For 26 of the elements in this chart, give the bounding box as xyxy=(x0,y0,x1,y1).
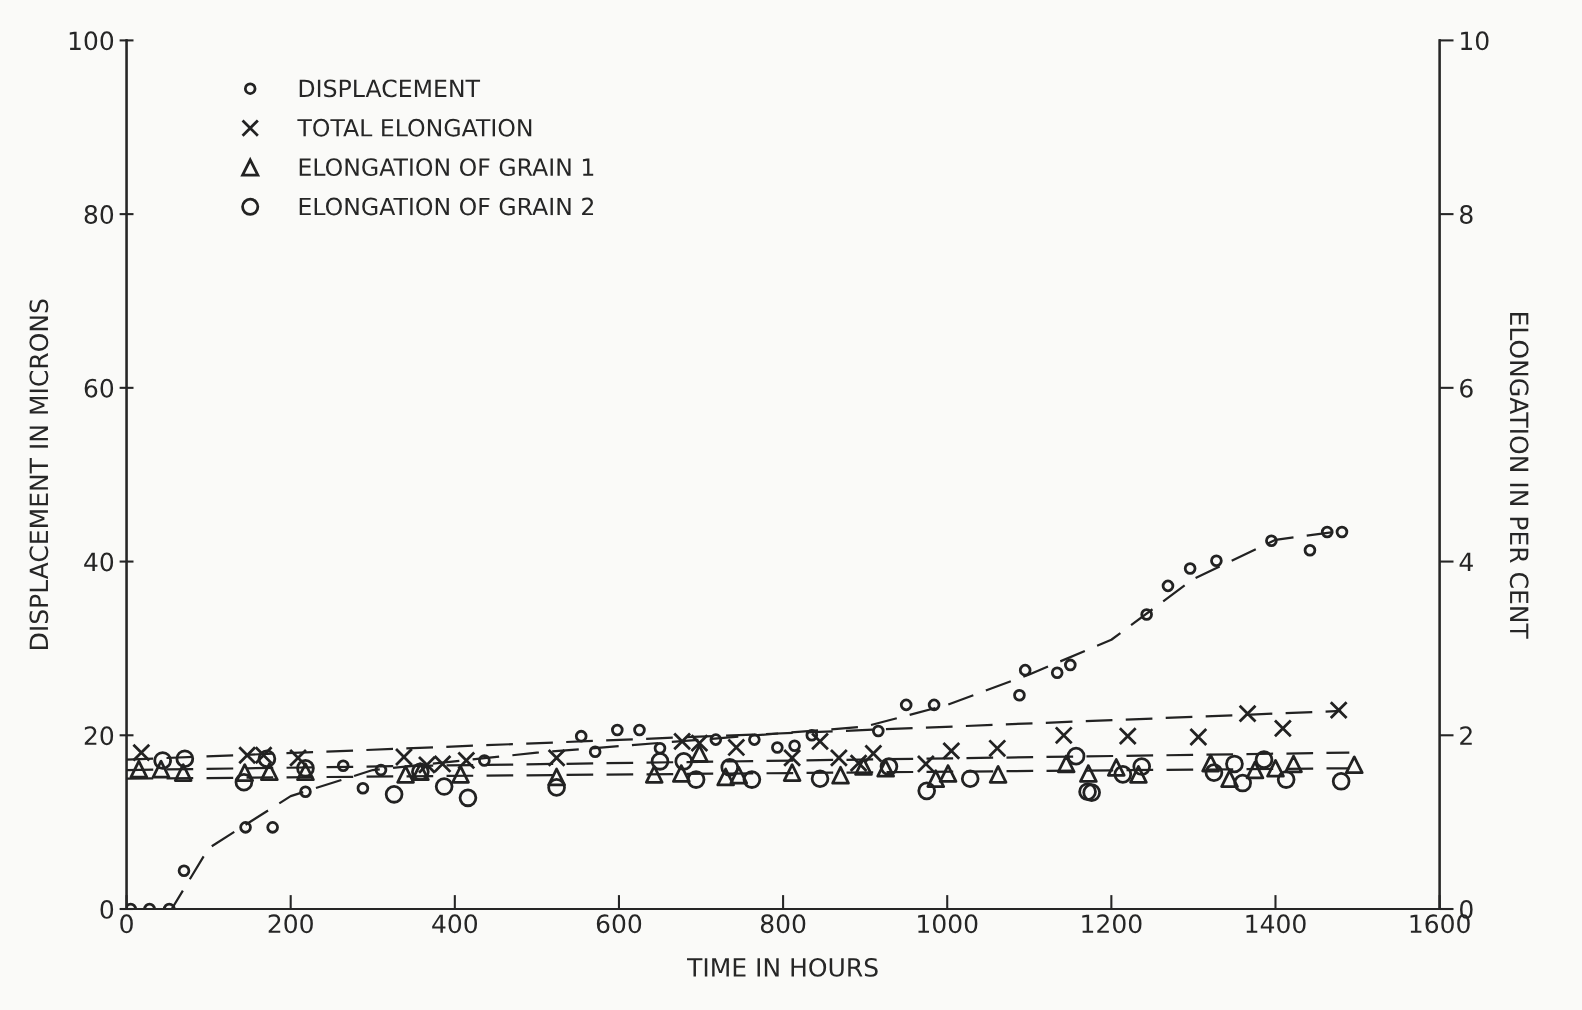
x-tick-label: 1400 xyxy=(1246,914,1306,934)
legend-label: DISPLACEMENT xyxy=(299,79,481,98)
y-tick-label: 20 xyxy=(84,726,114,746)
x-tick-label: 600 xyxy=(596,914,642,934)
legend-label: ELONGATION OF GRAIN 2 xyxy=(299,197,594,216)
y2-axis-title: ELONGATION IN PER CENT xyxy=(1509,313,1529,639)
y-axis-title: DISPLACEMENT IN MICRONS xyxy=(29,299,49,649)
y2-tick-label: 8 xyxy=(1460,205,1473,224)
y-tick-label: 60 xyxy=(84,378,114,398)
y2-tick-label: 10 xyxy=(1461,31,1489,51)
legend-label: ELONGATION OF GRAIN 1 xyxy=(299,158,594,177)
x-tick-label: 200 xyxy=(268,914,313,934)
x-tick-label: 1200 xyxy=(1082,914,1142,934)
y-tick-label: 100 xyxy=(69,31,114,51)
y-tick-label: 0 xyxy=(100,899,114,919)
y2-tick-label: 4 xyxy=(1459,552,1473,572)
x-axis-title: TIME IN HOURS xyxy=(687,957,878,977)
x-tick-label: 400 xyxy=(432,914,478,934)
x-tick-label: 0 xyxy=(120,914,133,934)
y2-tick-label: 6 xyxy=(1460,378,1473,398)
y-tick-label: 40 xyxy=(84,552,114,572)
legend-label: TOTAL ELONGATION xyxy=(297,118,532,137)
y2-tick-label: 2 xyxy=(1460,726,1472,745)
y-tick-label: 80 xyxy=(84,205,114,224)
x-tick-label: 1000 xyxy=(918,914,978,934)
x-tick-label: 800 xyxy=(760,914,806,934)
